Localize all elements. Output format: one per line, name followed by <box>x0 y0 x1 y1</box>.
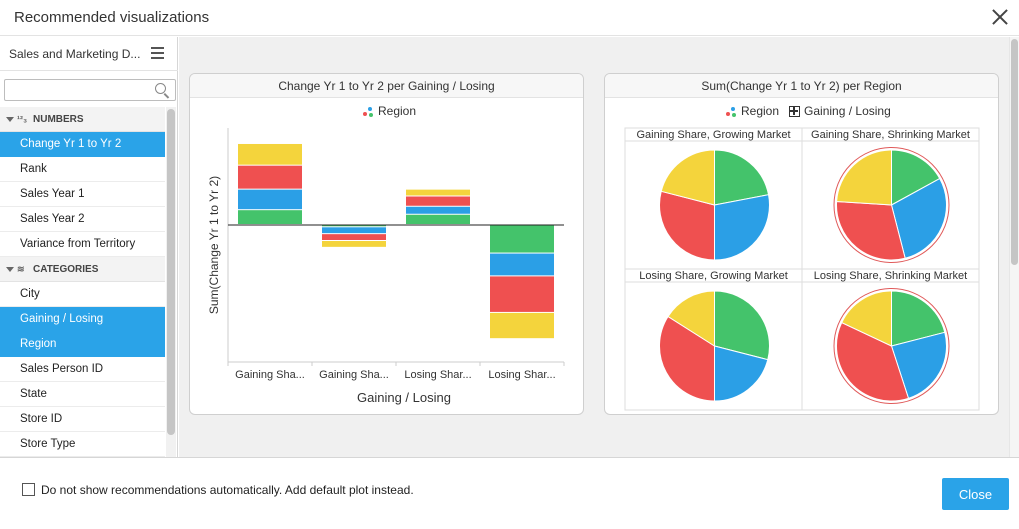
pie-slice[interactable] <box>714 149 770 206</box>
bar-segment[interactable] <box>406 189 470 196</box>
bar-segment[interactable] <box>322 241 386 247</box>
pie-slice[interactable] <box>667 290 715 347</box>
y-axis-title: Sum(Change Yr 1 to Yr 2) <box>207 176 221 314</box>
x-tick-label: Losing Shar... <box>488 369 555 381</box>
pie-slice[interactable] <box>659 190 715 261</box>
menu-icon[interactable] <box>151 47 164 59</box>
bar-chart-card[interactable]: Change Yr 1 to Yr 2 per Gaining / Losing… <box>189 73 584 415</box>
panel-label: Gaining Share, Growing Market <box>636 129 790 141</box>
close-button[interactable]: Close <box>942 478 1009 510</box>
legend-label: Region <box>378 104 417 118</box>
x-tick-label: Gaining Sha... <box>319 369 389 381</box>
scrollbar-thumb[interactable] <box>167 109 175 435</box>
pie-slice[interactable] <box>836 321 910 402</box>
pie-slice[interactable] <box>841 290 892 347</box>
section-label: CATEGORIES <box>33 264 99 275</box>
section-header-numbers[interactable]: ¹²₃ NUMBERS <box>0 107 165 132</box>
data-panel-header: Sales and Marketing D... <box>0 37 178 71</box>
bar-chart-legend: Region <box>362 104 416 118</box>
recommendations-area: Change Yr 1 to Yr 2 per Gaining / Losing… <box>179 37 1019 457</box>
bar-segment[interactable] <box>322 234 386 241</box>
field-item[interactable]: Region <box>0 332 165 357</box>
dont-show-checkbox[interactable] <box>22 483 35 496</box>
bar-segment[interactable] <box>490 276 554 312</box>
bar-segment[interactable] <box>238 210 302 225</box>
bar-segment[interactable] <box>322 225 386 227</box>
dialog-title: Recommended visualizations <box>14 9 210 26</box>
pie-slice[interactable] <box>836 201 906 261</box>
field-item[interactable]: Store ID <box>0 407 165 432</box>
pie-slice[interactable] <box>714 194 770 261</box>
field-item[interactable]: State <box>0 382 165 407</box>
scrollbar-thumb[interactable] <box>1011 39 1018 265</box>
field-item[interactable]: Rank <box>0 157 165 182</box>
pie-chart-legend: Region Gaining / Losing <box>725 104 891 118</box>
bar-chart: Gaining Sha... Gaining Sha... Losing Shar.… <box>207 128 565 405</box>
field-item[interactable]: Sales Year 1 <box>0 182 165 207</box>
panel-label: Gaining Share, Shrinking Market <box>811 129 970 141</box>
legend-label: Gaining / Losing <box>804 104 891 118</box>
legend-label: Region <box>741 104 780 118</box>
pie-slice[interactable] <box>836 149 892 206</box>
search-input[interactable] <box>4 79 176 101</box>
bar-segment[interactable] <box>406 196 470 206</box>
dialog-footer: Do not show recommendations automaticall… <box>0 457 1019 529</box>
pie-slice[interactable] <box>891 290 946 347</box>
dialog-titlebar: Recommended visualizations <box>0 0 1019 36</box>
bar-segment[interactable] <box>490 253 554 276</box>
pie-slice[interactable] <box>890 177 947 259</box>
bar-segment[interactable] <box>238 143 302 165</box>
x-axis-title: Gaining / Losing <box>357 390 451 405</box>
bar-segment[interactable] <box>490 312 554 339</box>
field-item[interactable]: Change Yr 1 to Yr 2 <box>0 132 165 157</box>
bar-segment[interactable] <box>238 189 302 210</box>
dataset-name[interactable]: Sales and Marketing D... <box>9 47 141 61</box>
panel-label: Losing Share, Growing Market <box>639 270 788 282</box>
data-panel: Sales and Marketing D... ¹²₃ NUMBERS Chang… <box>0 37 178 457</box>
pie-outline <box>833 288 950 404</box>
numbers-icon: ¹²₃ <box>17 114 28 124</box>
pie-chart-card[interactable]: Sum(Change Yr 1 to Yr 2) per Region Regi… <box>604 73 999 415</box>
bar-segment[interactable] <box>406 206 470 214</box>
field-item[interactable]: Sales Person ID <box>0 357 165 382</box>
field-list: ¹²₃ NUMBERS Change Yr 1 to Yr 2 Rank Sales Y… <box>0 107 165 457</box>
x-tick-label: Losing Shar... <box>404 369 471 381</box>
field-item[interactable]: Gaining / Losing <box>0 307 165 332</box>
pie-slice[interactable] <box>714 345 769 402</box>
close-icon[interactable] <box>991 8 1009 26</box>
pie-slice[interactable] <box>890 331 947 399</box>
pie-slice[interactable] <box>714 290 770 361</box>
field-list-scrollbar[interactable] <box>166 107 176 457</box>
color-dots-icon <box>725 106 737 117</box>
bar-segment[interactable] <box>322 227 386 234</box>
layers-icon: ≋ <box>17 264 25 274</box>
bar-segment[interactable] <box>490 225 554 253</box>
pie-slice[interactable] <box>891 149 941 206</box>
pie-chart-title: Sum(Change Yr 1 to Yr 2) per Region <box>605 74 998 98</box>
color-dots-icon <box>362 106 374 117</box>
pie-slice[interactable] <box>660 149 715 206</box>
bar-segment[interactable] <box>406 214 470 225</box>
panel-label: Losing Share, Shrinking Market <box>814 270 967 282</box>
section-header-categories[interactable]: ≋ CATEGORIES <box>0 257 165 282</box>
pie-chart: Gaining Share, Growing Market Gaining Sha… <box>624 127 980 411</box>
x-tick-label: Gaining Sha... <box>235 369 305 381</box>
pie-outline <box>833 147 950 263</box>
field-item[interactable]: City <box>0 282 165 307</box>
field-item[interactable]: Variance from Territory <box>0 232 165 257</box>
main-scrollbar[interactable] <box>1009 37 1019 457</box>
chevron-down-icon <box>6 116 14 122</box>
search-icon <box>155 83 166 94</box>
field-item[interactable]: Store Type <box>0 432 165 457</box>
bar-chart-title: Change Yr 1 to Yr 2 per Gaining / Losing <box>190 74 583 98</box>
dont-show-label[interactable]: Do not show recommendations automaticall… <box>41 483 414 497</box>
bar-segment[interactable] <box>238 165 302 189</box>
chevron-down-icon <box>6 266 14 272</box>
section-label: NUMBERS <box>33 114 84 125</box>
trellis-grid-icon <box>789 106 801 118</box>
field-item[interactable]: Sales Year 2 <box>0 207 165 232</box>
